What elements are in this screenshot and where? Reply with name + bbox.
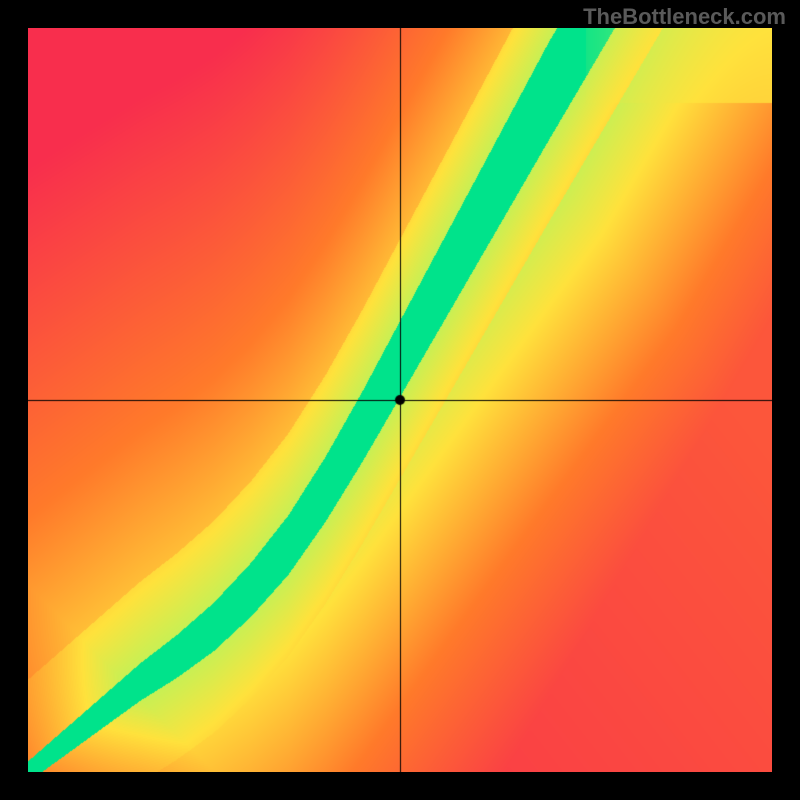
bottleneck-heatmap (28, 28, 772, 772)
watermark-text: TheBottleneck.com (583, 4, 786, 30)
